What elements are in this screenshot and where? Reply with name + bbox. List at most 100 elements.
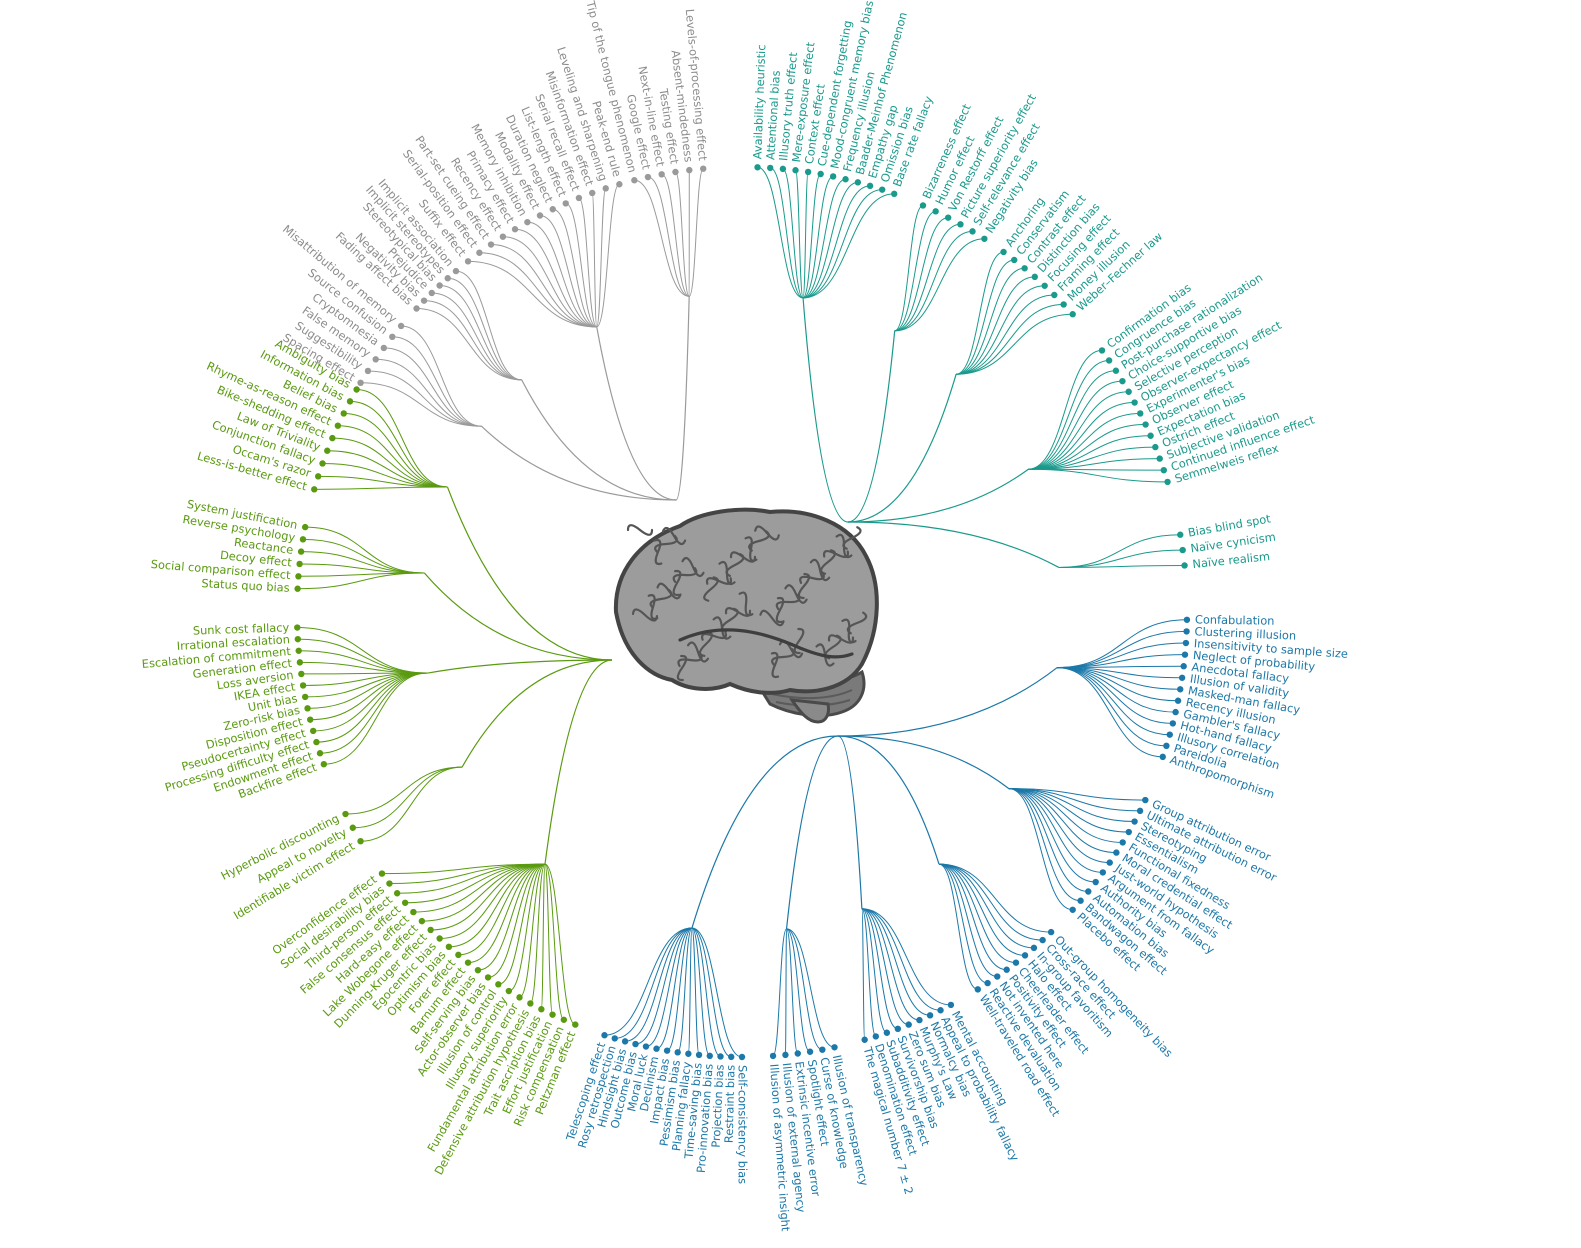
leaf-node: [1179, 546, 1186, 554]
branch-line: [544, 863, 554, 1016]
leaf-node: [1077, 897, 1084, 904]
branch-line: [861, 908, 920, 1021]
leaf-node: [1041, 282, 1048, 289]
leaf-node: [1119, 839, 1126, 846]
leaf-node: [1031, 273, 1038, 281]
leaf-node: [854, 179, 862, 186]
bias-label: Self-consistency bias: [736, 1065, 750, 1184]
leaf-node: [1119, 377, 1126, 385]
branch-line: [332, 437, 448, 488]
leaf-node: [499, 233, 507, 240]
branch-line: [677, 927, 693, 1053]
branch-line: [894, 223, 961, 332]
branch-line: [782, 168, 804, 299]
leaf-node: [621, 1038, 629, 1045]
leaf-node: [872, 1033, 880, 1040]
branch-line: [360, 766, 463, 842]
leaf-node: [957, 221, 964, 228]
branch-line: [802, 175, 834, 299]
leaf-node: [572, 1021, 579, 1028]
leaf-node: [389, 333, 396, 341]
branch-line: [894, 217, 949, 332]
branch-line: [1008, 788, 1073, 911]
branch-trunk: [837, 667, 1058, 737]
leaf-node: [804, 168, 812, 176]
branch-line: [305, 526, 425, 574]
leaf-node: [380, 344, 388, 352]
leaf-node: [866, 182, 874, 190]
leaf-node: [334, 422, 342, 429]
branch-line: [544, 863, 576, 1026]
leaf-node: [1166, 731, 1173, 738]
brain-gyrus: [705, 577, 733, 585]
leaf-node: [674, 1049, 681, 1056]
leaf-node: [1069, 311, 1076, 318]
leaf-node: [484, 974, 492, 981]
branch-line: [319, 672, 428, 754]
leaf-node: [378, 870, 386, 877]
branch-trunk: [446, 486, 613, 661]
leaf-node: [1003, 966, 1010, 973]
branch-line: [578, 197, 598, 328]
branch-line: [691, 927, 700, 1056]
leaf-node: [589, 189, 596, 197]
brain-gyrus: [681, 557, 705, 577]
leaf-node: [686, 166, 693, 174]
branch-lines: [297, 166, 1187, 1058]
leaf-node: [505, 987, 513, 995]
leaf-node: [296, 659, 304, 666]
leaf-node: [794, 1050, 801, 1057]
branch-line: [527, 221, 597, 328]
leaf-node: [342, 810, 349, 818]
branch-line: [1057, 667, 1176, 713]
branch-trunk: [596, 326, 677, 501]
leaf-node: [611, 1035, 618, 1042]
branch-trunk: [423, 572, 613, 661]
leaf-node: [861, 1036, 868, 1043]
branch-line: [1028, 412, 1141, 470]
branch-line: [314, 486, 448, 490]
leaf-node: [706, 1052, 713, 1060]
branch-line: [956, 285, 1045, 375]
brain-gyrus: [793, 627, 805, 655]
leaf-node: [1136, 807, 1144, 815]
branch-line: [297, 572, 425, 590]
branch-line: [468, 863, 545, 964]
brain-gyrus: [686, 641, 710, 663]
leaf-node: [319, 460, 326, 467]
branch-trunk: [691, 735, 839, 929]
branch-line: [861, 908, 931, 1016]
leaf-node: [1177, 531, 1184, 538]
bias-label: Confabulation: [1195, 612, 1275, 627]
leaf-node: [1137, 410, 1144, 417]
brain-gyrus: [784, 584, 808, 604]
leaf-node: [1051, 291, 1058, 299]
leaf-node: [1012, 959, 1020, 966]
leaf-node: [883, 1029, 891, 1036]
branch-line: [439, 863, 545, 940]
bias-label: Restraint bias: [722, 1065, 738, 1144]
leaf-node: [1182, 639, 1190, 647]
branch-line: [786, 928, 811, 1053]
branch-line: [757, 166, 804, 299]
brain-gyrus: [809, 558, 831, 582]
branch-line: [405, 863, 545, 904]
brain-gyrus: [712, 616, 732, 640]
leaf-node: [476, 249, 483, 256]
branch-line: [1057, 667, 1167, 747]
brain-gyrus: [654, 534, 678, 554]
branch-trunk: [544, 659, 613, 865]
leaf-node: [1112, 367, 1120, 374]
brain-gyrus: [677, 652, 703, 668]
branch-line: [802, 181, 858, 299]
leaf-node: [452, 267, 460, 275]
leaf-node: [1152, 443, 1159, 451]
brain-gyrus: [653, 538, 663, 566]
leaf-node: [932, 208, 939, 215]
branch-line: [519, 863, 546, 998]
branch-line: [894, 238, 985, 332]
branch-line: [468, 260, 597, 328]
branch-line: [430, 863, 545, 931]
branch-line: [1008, 788, 1081, 902]
branch-line: [691, 927, 743, 1058]
